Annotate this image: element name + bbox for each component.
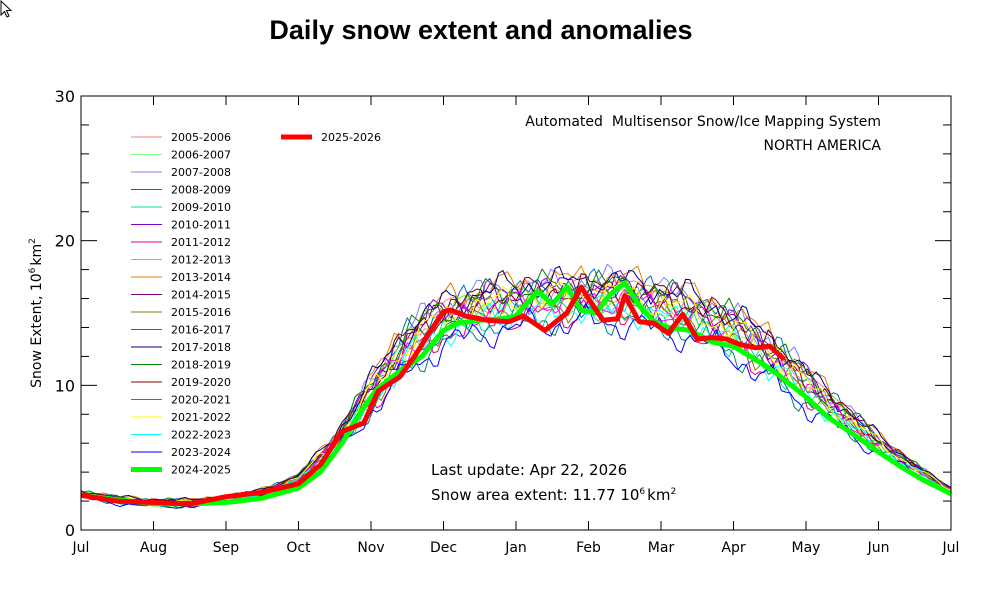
legend-label: 2012-2013 <box>171 254 231 267</box>
subtitle-system: Automated Multisensor Snow/Ice Mapping S… <box>525 114 881 130</box>
series-line-2024-2025 <box>80 280 953 507</box>
x-tick-label: Sep <box>213 540 240 556</box>
snow-area-sup2: 2 <box>670 487 676 497</box>
chart-title: Daily snow extent and anomalies <box>269 15 693 45</box>
y-tick-label: 10 <box>55 376 75 395</box>
legend-label: 2016-2017 <box>171 324 231 337</box>
series-layer <box>80 263 953 509</box>
y-label-sup: 6 <box>28 267 38 273</box>
legend-label: 2010-2011 <box>171 219 231 232</box>
subtitle-region: NORTH AMERICA <box>764 138 882 154</box>
x-tick-label: Jul <box>942 540 960 556</box>
legend-label: 2019-2020 <box>171 376 231 389</box>
legend-label: 2009-2010 <box>171 201 231 214</box>
axes-layer: 0 10 20 30 Jul Aug Sep Oct Nov Dec Jan Feb Mar Apr May… <box>55 87 960 556</box>
y-label-km: km <box>29 244 45 266</box>
legend-label: 2013-2014 <box>171 271 231 284</box>
y-tick-label: 0 <box>65 521 75 540</box>
x-tick-label: May <box>792 540 821 556</box>
snow-area-units: km <box>647 486 670 504</box>
x-tick-label: Oct <box>286 540 311 556</box>
legend-label: 2011-2012 <box>171 236 231 249</box>
snow-area-sup1: 6 <box>639 487 645 497</box>
x-tick-label: Dec <box>430 540 457 556</box>
x-tick-label: Jan <box>504 540 527 556</box>
x-tick-label: Mar <box>648 540 675 556</box>
series-line-2025-2026 <box>80 284 786 507</box>
y-tick-label: 30 <box>55 87 75 106</box>
legend-label: 2007-2008 <box>171 166 231 179</box>
legend-label: 2023-2024 <box>171 446 231 459</box>
x-tick-label: Nov <box>357 540 384 556</box>
legend: 2005-2006 2006-2007 2007-2008 2008-2009 2009… <box>131 131 381 477</box>
snow-area-annotation: Snow area extent: 11.77 106 km2 <box>431 486 676 504</box>
y-axis-label: Snow Extent, 106km2 <box>28 238 45 388</box>
legend-label: 2008-2009 <box>171 184 231 197</box>
x-tick-label: Apr <box>721 540 745 556</box>
mouse-cursor-icon <box>0 0 13 18</box>
legend-label: 2020-2021 <box>171 394 231 407</box>
x-tick-label: Aug <box>140 540 167 556</box>
legend-label: 2024-2025 <box>171 464 231 477</box>
legend-label: 2018-2019 <box>171 359 231 372</box>
legend-label-current: 2025-2026 <box>321 131 381 144</box>
legend-label: 2017-2018 <box>171 341 231 354</box>
snow-area-text: Snow area extent: 11.77 10 <box>431 486 639 504</box>
legend-label: 2006-2007 <box>171 149 231 162</box>
y-tick-label: 20 <box>55 232 75 251</box>
y-label-main: Snow Extent, 10 <box>29 273 45 388</box>
legend-label: 2014-2015 <box>171 289 231 302</box>
x-tick-label: Feb <box>576 540 601 556</box>
svg-text:Snow Extent, 106km2: Snow Extent, 106km2 <box>28 238 45 388</box>
y-label-sup: 2 <box>28 238 38 244</box>
legend-label: 2005-2006 <box>171 131 231 144</box>
x-tick-label: Jun <box>867 540 890 556</box>
legend-label: 2021-2022 <box>171 411 231 424</box>
last-update-annotation: Last update: Apr 22, 2026 <box>431 461 627 479</box>
legend-label: 2022-2023 <box>171 429 231 442</box>
x-tick-label: Jul <box>72 540 90 556</box>
legend-label: 2015-2016 <box>171 306 231 319</box>
